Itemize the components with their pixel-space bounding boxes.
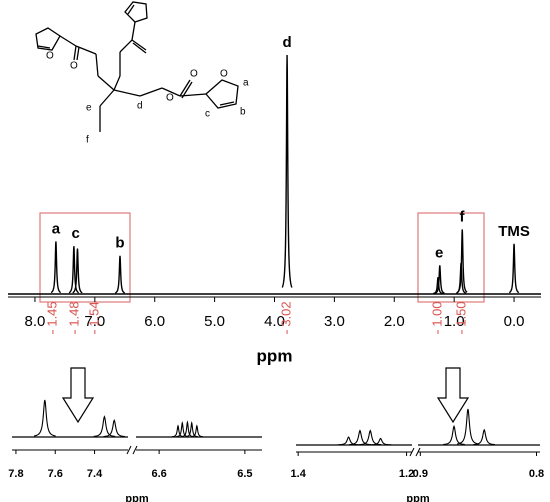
x-axis-label: ppm	[125, 493, 148, 502]
atom-label: d	[137, 101, 143, 112]
bond	[179, 93, 207, 97]
bond	[131, 21, 136, 41]
peak	[33, 399, 56, 437]
atom: O	[166, 93, 174, 104]
peak	[114, 255, 126, 294]
atom: O	[70, 61, 78, 72]
x-tick-label: 4.0	[264, 313, 285, 330]
peak-label: e	[435, 244, 443, 261]
integral-label: 1.45	[44, 301, 59, 326]
bond	[113, 75, 121, 91]
bond	[161, 87, 181, 97]
peak	[185, 421, 198, 438]
peak	[434, 265, 445, 294]
atom: O	[190, 69, 198, 80]
integral-label: 1.00	[429, 301, 444, 326]
peak-label: a	[52, 220, 61, 237]
x-tick-label: 6.5	[237, 468, 252, 480]
bond	[73, 45, 77, 61]
peak	[349, 429, 371, 446]
x-axis-label: ppm	[406, 493, 429, 502]
peak-label: c	[72, 225, 80, 242]
peak	[443, 424, 465, 446]
atom-label: c	[205, 109, 210, 120]
bond	[131, 39, 147, 51]
x-tick-label: 7.0	[84, 313, 105, 330]
bond	[179, 79, 191, 97]
bond	[75, 45, 97, 55]
x-tick-label: 2.0	[384, 313, 405, 330]
peak	[171, 424, 185, 438]
peak	[508, 243, 520, 294]
bond	[119, 39, 133, 53]
axis-break	[126, 445, 138, 455]
peak	[433, 277, 443, 295]
peak	[457, 408, 479, 445]
x-tick-label: 0.9	[413, 468, 428, 480]
x-tick-label: 7.6	[48, 468, 63, 480]
peak-label: TMS	[498, 223, 530, 240]
furan-ring	[35, 27, 61, 51]
region-box	[417, 212, 485, 303]
bond	[59, 35, 77, 47]
atom-label: b	[240, 107, 246, 118]
axis-break	[409, 447, 421, 457]
x-tick-label: 7.8	[8, 468, 23, 480]
molecule: O O O O O a b c d e f	[35, 1, 249, 146]
bond	[113, 89, 141, 97]
x-axis-label: ppm	[257, 346, 293, 365]
peak	[50, 241, 62, 294]
bond	[219, 101, 235, 106]
peak	[359, 429, 382, 446]
peak	[457, 229, 468, 293]
x-tick-label: 6.0	[144, 313, 165, 330]
x-tick-label: 1.0	[444, 313, 465, 330]
bond	[76, 46, 80, 61]
bond	[97, 75, 115, 91]
x-tick-label: 3.0	[324, 313, 345, 330]
peak-label: b	[115, 235, 124, 252]
integral-label: 1.54	[86, 301, 101, 326]
atom-label: a	[243, 78, 249, 89]
furan-ring	[124, 1, 148, 23]
peak-label: f	[459, 208, 465, 225]
peak	[190, 424, 203, 438]
bond	[127, 4, 135, 15]
x-tick-label: 1.2	[399, 468, 414, 480]
arrow	[61, 367, 95, 424]
bond	[139, 87, 163, 97]
integral-label: 1.50	[453, 301, 468, 326]
peak-label: d	[282, 34, 291, 51]
furan-ring	[205, 79, 239, 109]
peak	[103, 419, 126, 438]
bond	[99, 89, 115, 107]
peak	[337, 436, 360, 446]
x-tick-label: 7.4	[87, 468, 103, 480]
x-tick-label: 5.0	[204, 313, 225, 330]
atom: O	[220, 69, 228, 80]
region-box	[39, 212, 131, 303]
x-tick-label: 0.0	[504, 313, 525, 330]
x-tick-label: 6.6	[151, 468, 166, 480]
x-tick-label: 8.0	[25, 313, 46, 330]
x-tick-label: 1.4	[291, 468, 307, 480]
atom-label: e	[86, 103, 92, 114]
peak	[72, 248, 83, 294]
arrow	[436, 367, 470, 424]
bond	[37, 45, 51, 49]
atom-label: f	[86, 135, 89, 146]
peak	[473, 428, 496, 446]
peak	[281, 54, 293, 288]
atom: O	[46, 51, 54, 62]
peak	[93, 415, 116, 437]
bond	[132, 42, 147, 54]
integral-label: 3.02	[279, 301, 294, 326]
integral-label: 1.48	[67, 301, 82, 326]
bond	[95, 53, 99, 77]
x-tick-label: 0.8	[529, 468, 544, 480]
peak	[68, 246, 80, 294]
peak	[369, 437, 392, 446]
